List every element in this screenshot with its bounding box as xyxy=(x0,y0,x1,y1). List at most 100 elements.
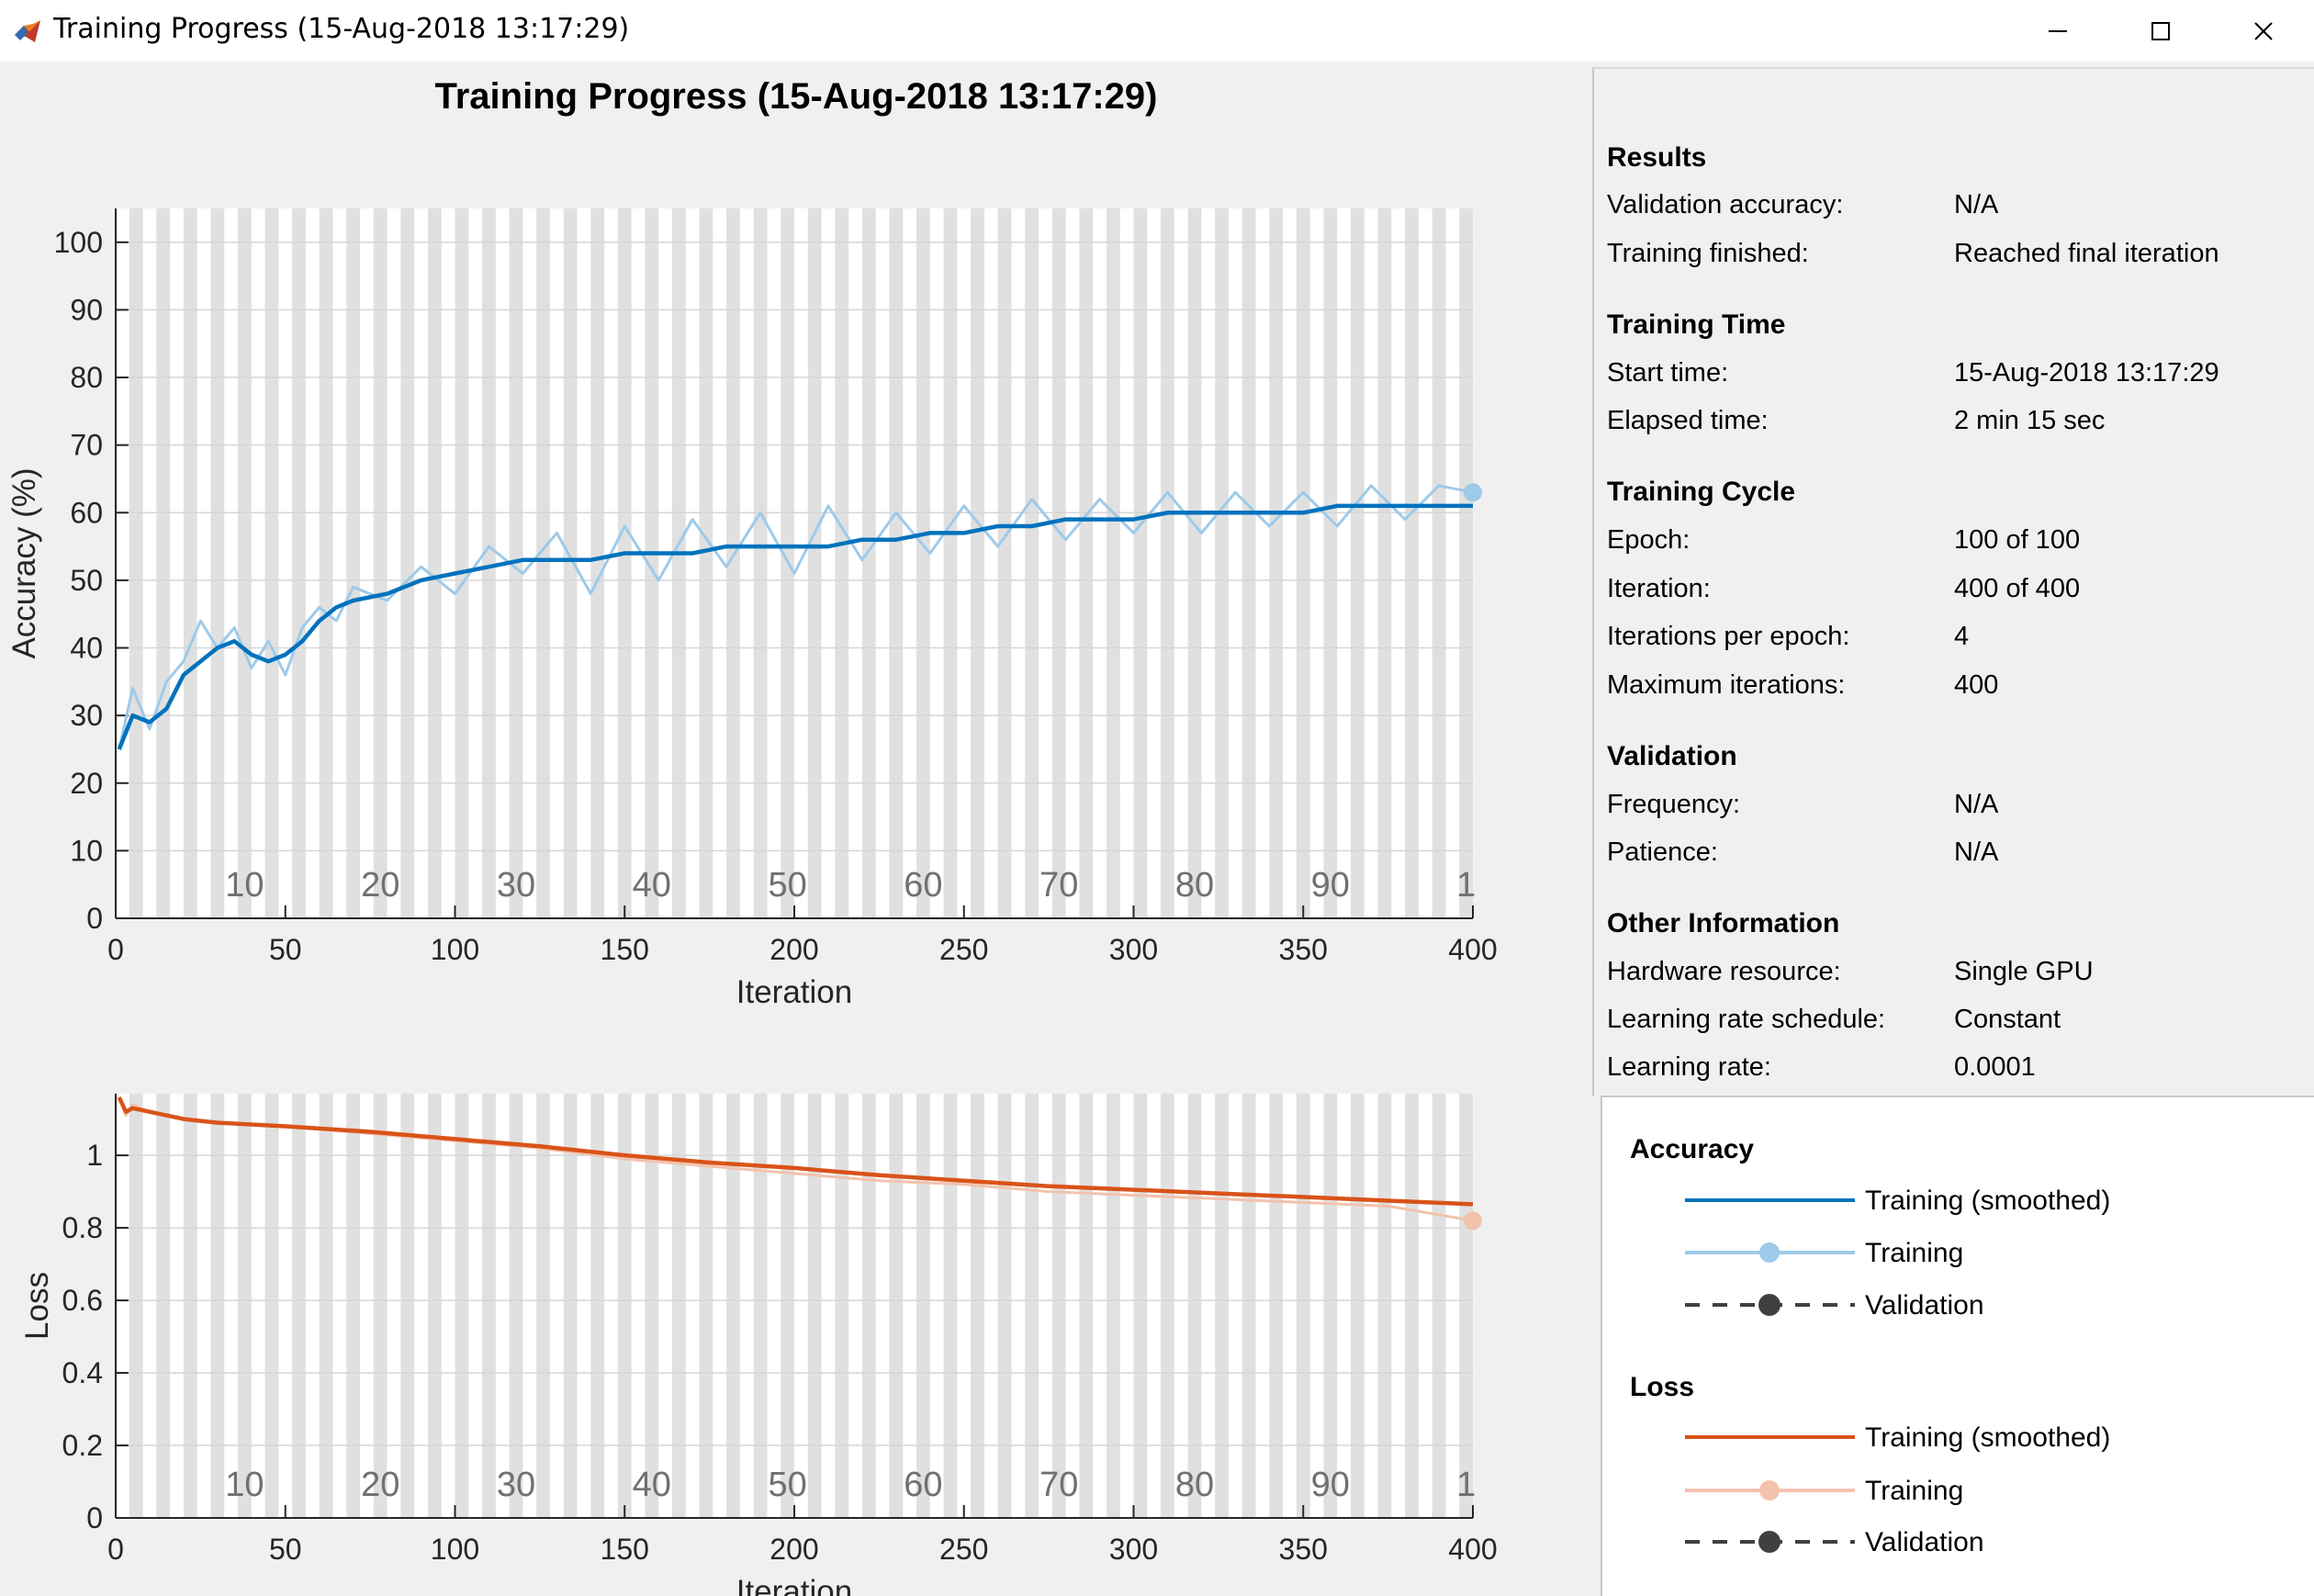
y-tick-label: 40 xyxy=(70,632,103,665)
info-label: Patience: xyxy=(1607,837,1718,867)
epoch-band xyxy=(427,208,442,918)
epoch-label: 50 xyxy=(768,866,806,905)
y-tick-label: 100 xyxy=(54,226,103,259)
epoch-band xyxy=(1323,208,1338,918)
epoch-band xyxy=(1377,1094,1392,1518)
epoch-band xyxy=(373,208,388,918)
epoch-band xyxy=(210,208,225,918)
epoch-label: 40 xyxy=(633,1466,671,1504)
y-tick-label: 0.6 xyxy=(62,1284,103,1317)
info-value: 0.0001 xyxy=(1954,1052,2036,1082)
loss-chart: 00.20.40.60.810 50 100 150 200 250 300 350 40010… xyxy=(19,1094,1498,1596)
epoch-label: 1 xyxy=(1456,1466,1476,1504)
maximize-icon xyxy=(2151,21,2170,40)
epoch-label: 90 xyxy=(1311,1466,1350,1504)
y-tick-label: 0.8 xyxy=(62,1211,103,1244)
info-value: Reached final iteration xyxy=(1954,239,2219,268)
epoch-label: 20 xyxy=(361,866,399,905)
epoch-label: 90 xyxy=(1311,866,1350,905)
legend-label: Training xyxy=(1865,1476,1964,1506)
epoch-band xyxy=(183,208,197,918)
epoch-band xyxy=(1161,208,1174,918)
epoch-label: 30 xyxy=(497,866,535,905)
legend-accuracy-smoothed-sample xyxy=(1685,1198,1855,1202)
info-label: Learning rate schedule: xyxy=(1607,1005,1886,1034)
minimize-button[interactable] xyxy=(2007,0,2108,62)
epoch-band xyxy=(264,1094,279,1518)
x-tick-label: 50 xyxy=(269,933,302,966)
info-panel: Results Validation accuracy: N/A Trainin… xyxy=(1592,67,2314,1096)
epoch-band xyxy=(997,208,1012,918)
close-button[interactable] xyxy=(2213,0,2314,62)
plot-title: Training Progress (15-Aug-2018 13:17:29) xyxy=(434,76,1158,117)
epoch-band xyxy=(889,208,904,918)
epoch-band xyxy=(563,1094,578,1518)
x-tick-label: 250 xyxy=(939,933,988,966)
training-time-title: Training Time xyxy=(1607,309,1786,340)
epoch-band xyxy=(1051,208,1066,918)
epoch-band xyxy=(373,1094,388,1518)
info-value: Constant xyxy=(1954,1005,2061,1034)
legend-label: Training xyxy=(1865,1238,1964,1268)
epoch-band xyxy=(1079,208,1094,918)
maximize-button[interactable] xyxy=(2110,0,2211,62)
y-tick-label: 0 xyxy=(86,1501,103,1534)
x-tick-label: 300 xyxy=(1109,933,1158,966)
legend-panel: Accuracy Training (smoothed) Training Va… xyxy=(1601,1096,2314,1596)
other-information-title: Other Information xyxy=(1607,908,1840,938)
epoch-band xyxy=(916,1094,930,1518)
training-cycle-title: Training Cycle xyxy=(1607,477,1796,507)
y-tick-label: 1 xyxy=(86,1139,103,1172)
info-value: Single GPU xyxy=(1954,957,2094,986)
legend-label: Training (smoothed) xyxy=(1865,1422,2111,1453)
legend-label: Training (smoothed) xyxy=(1865,1186,2111,1216)
epoch-band xyxy=(346,1094,361,1518)
y-tick-label: 50 xyxy=(70,564,103,597)
epoch-band xyxy=(563,208,578,918)
epoch-label: 70 xyxy=(1039,866,1078,905)
training-end-marker xyxy=(1464,1211,1482,1231)
epoch-band xyxy=(1377,208,1392,918)
epoch-band xyxy=(835,1094,849,1518)
legend-loss-smoothed-sample xyxy=(1685,1435,1855,1439)
info-value: N/A xyxy=(1954,190,1999,219)
epoch-band xyxy=(292,208,306,918)
epoch-band xyxy=(645,1094,659,1518)
legend-accuracy-training-sample xyxy=(1685,1242,1855,1263)
epoch-band xyxy=(455,208,469,918)
epoch-band xyxy=(1025,208,1039,918)
epoch-label: 60 xyxy=(904,1466,942,1504)
epoch-band xyxy=(1296,1094,1310,1518)
x-tick-label: 300 xyxy=(1109,1533,1158,1566)
info-label: Epoch: xyxy=(1607,525,1691,555)
epoch-band xyxy=(753,1094,768,1518)
info-label: Learning rate: xyxy=(1607,1052,1771,1082)
epoch-band xyxy=(1241,1094,1256,1518)
info-label: Hardware resource: xyxy=(1607,957,1841,986)
training-smoothed-line xyxy=(117,503,1473,750)
y-tick-label: 60 xyxy=(70,496,103,529)
epoch-band xyxy=(997,1094,1012,1518)
epoch-band xyxy=(617,208,632,918)
legend-loss-validation-sample xyxy=(1685,1531,1855,1553)
info-value: N/A xyxy=(1954,837,1999,867)
epoch-band xyxy=(726,208,740,918)
x-tick-label: 350 xyxy=(1279,1533,1328,1566)
epoch-band xyxy=(861,208,876,918)
epoch-band xyxy=(1405,208,1419,918)
validation-title: Validation xyxy=(1607,741,1737,771)
y-axis-label: Accuracy (%) xyxy=(6,467,42,658)
info-label: Training finished: xyxy=(1607,239,1809,268)
legend-accuracy-validation-sample xyxy=(1685,1294,1855,1316)
y-tick-label: 20 xyxy=(70,767,103,800)
info-value: 15-Aug-2018 13:17:29 xyxy=(1954,358,2219,388)
epoch-band xyxy=(1296,208,1310,918)
x-tick-label: 250 xyxy=(939,1533,988,1566)
legend-loss-title: Loss xyxy=(1630,1372,1695,1402)
matlab-icon xyxy=(15,20,40,42)
y-tick-label: 0.4 xyxy=(62,1356,103,1389)
epoch-band xyxy=(400,1094,415,1518)
epoch-band xyxy=(699,208,713,918)
y-axis-label: Loss xyxy=(19,1272,55,1340)
epoch-band xyxy=(1459,208,1473,918)
